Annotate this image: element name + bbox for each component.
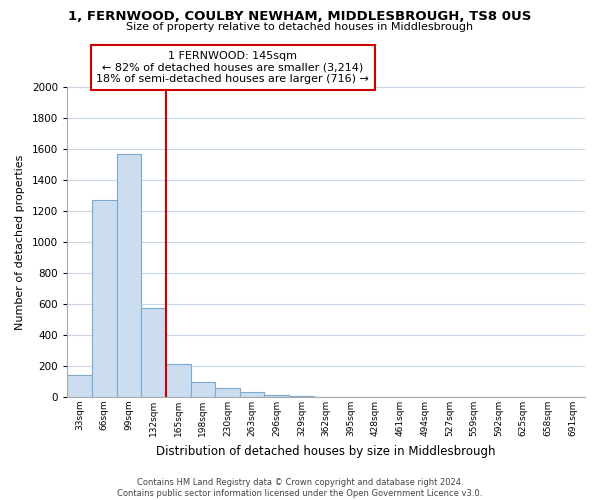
Bar — [215, 388, 240, 397]
Bar — [67, 376, 92, 397]
Bar — [191, 382, 215, 397]
Bar — [166, 364, 191, 397]
Y-axis label: Number of detached properties: Number of detached properties — [15, 154, 25, 330]
Bar — [265, 396, 289, 397]
Text: Size of property relative to detached houses in Middlesbrough: Size of property relative to detached ho… — [127, 22, 473, 32]
Text: 1 FERNWOOD: 145sqm
← 82% of detached houses are smaller (3,214)
18% of semi-deta: 1 FERNWOOD: 145sqm ← 82% of detached hou… — [97, 51, 370, 84]
Bar — [240, 392, 265, 397]
Bar — [116, 154, 141, 397]
Bar — [289, 396, 314, 397]
Bar — [141, 308, 166, 397]
Bar — [92, 200, 116, 397]
Text: 1, FERNWOOD, COULBY NEWHAM, MIDDLESBROUGH, TS8 0US: 1, FERNWOOD, COULBY NEWHAM, MIDDLESBROUG… — [68, 10, 532, 23]
X-axis label: Distribution of detached houses by size in Middlesbrough: Distribution of detached houses by size … — [157, 444, 496, 458]
Text: Contains HM Land Registry data © Crown copyright and database right 2024.
Contai: Contains HM Land Registry data © Crown c… — [118, 478, 482, 498]
